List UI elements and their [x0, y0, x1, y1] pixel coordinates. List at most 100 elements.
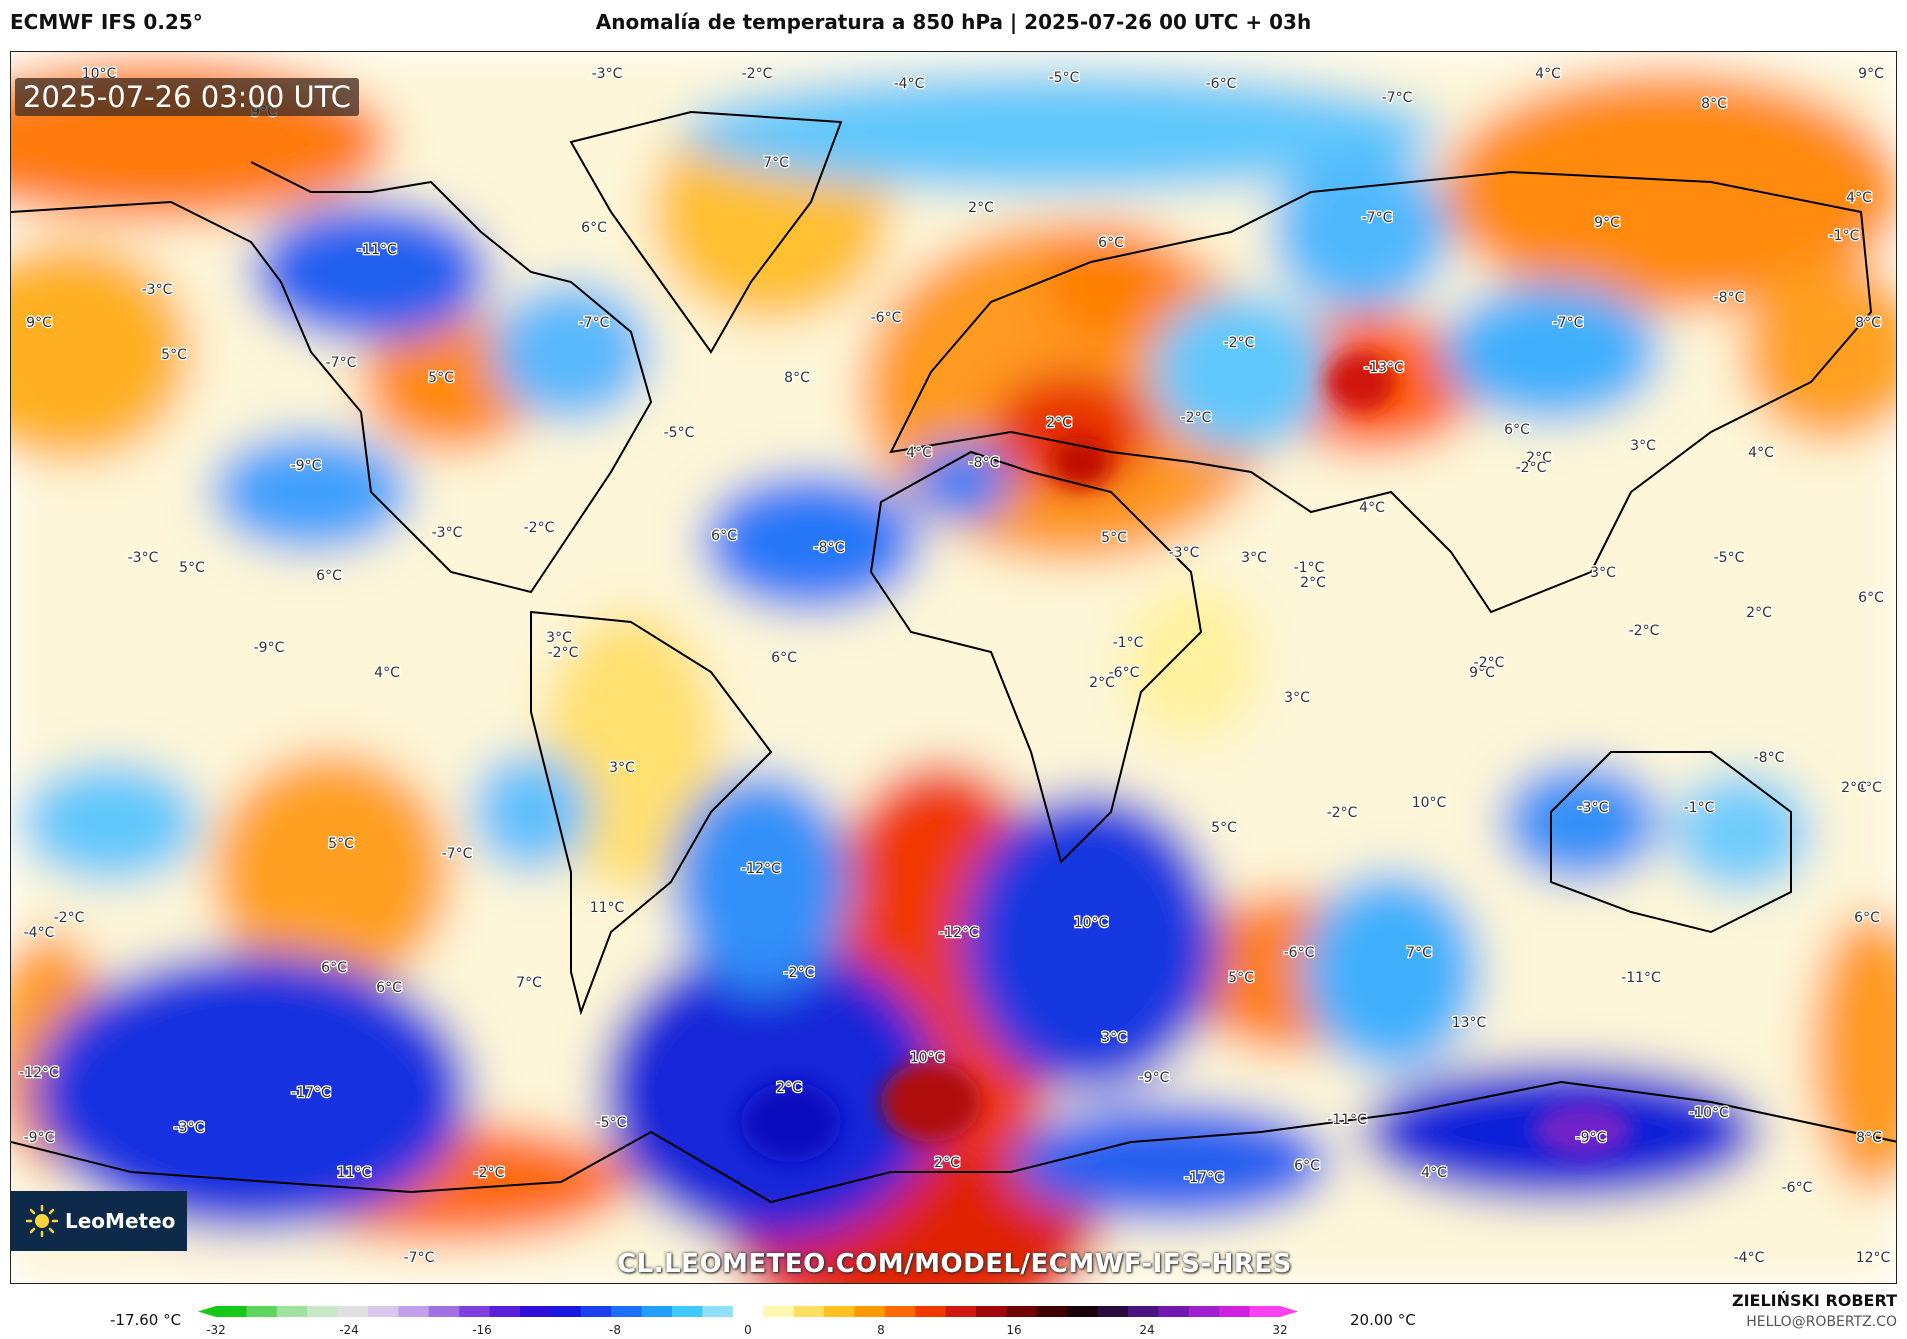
temp-label: -3°C: [1578, 800, 1609, 816]
colorbar-cell: [945, 1306, 977, 1317]
temp-label: -7°C: [1362, 210, 1393, 226]
temp-label: -11°C: [357, 242, 397, 258]
temp-label: -4°C: [894, 76, 925, 92]
colorbar-cell: [459, 1306, 491, 1317]
map-title: Anomalía de temperatura a 850 hPa | 2025…: [595, 10, 1312, 34]
colorbar-cell: [398, 1306, 430, 1317]
temp-label: 2°C: [1300, 575, 1326, 591]
logo-text: LeoMeteo: [65, 1209, 176, 1233]
temp-label: -17°C: [291, 1085, 331, 1101]
temp-label: -7°C: [326, 355, 357, 371]
temp-label: 5°C: [179, 560, 205, 576]
temp-label: -1°C: [1684, 800, 1715, 816]
temp-label: 6°C: [316, 568, 342, 584]
temp-label: -5°C: [664, 425, 695, 441]
map-frame[interactable]: 10°C -3°C -2°C -4°C -5°C -6°C 4°C 9°C 9°…: [10, 51, 1897, 1284]
temp-label: -2°C: [548, 645, 579, 661]
temp-label: -7°C: [404, 1250, 435, 1266]
coastlines: [11, 110, 1896, 1204]
temp-label: -2°C: [784, 965, 815, 981]
temp-label: -4°C: [24, 925, 55, 941]
temp-label: 2°C: [934, 1155, 960, 1171]
temp-label: -7°C: [442, 846, 473, 862]
temp-label: 2°C: [1746, 605, 1772, 621]
colorbar-cell: [702, 1306, 734, 1317]
temp-label: 2°C: [776, 1080, 802, 1096]
temp-label: -5°C: [596, 1115, 627, 1131]
temp-label: 10°C: [1074, 915, 1109, 931]
temp-label: -2°C: [1474, 655, 1505, 671]
temp-label: 6°C: [1294, 1158, 1320, 1174]
temp-label: -2°C: [1224, 335, 1255, 351]
colorbar-cell: [580, 1306, 612, 1317]
temp-label: 11°C: [590, 900, 625, 916]
temp-label: 9°C: [1469, 665, 1495, 681]
temp-label: 13°C: [1452, 1015, 1487, 1031]
temp-label: 6°C: [581, 220, 607, 236]
temp-label: -3°C: [128, 550, 159, 566]
colorbar-left-arrow: [198, 1306, 216, 1317]
colorbar-cell: [1249, 1306, 1281, 1317]
temp-label: 3°C: [609, 760, 635, 776]
leometeo-logo[interactable]: LeoMeteo: [11, 1191, 187, 1251]
colorbar-cell: [884, 1306, 916, 1317]
temp-label: 4°C: [1359, 500, 1385, 516]
temp-label: -2°C: [1327, 805, 1358, 821]
temp-label: -11°C: [1621, 970, 1661, 986]
temp-label: 2°C: [1526, 450, 1552, 466]
temp-label: 8°C: [784, 370, 810, 386]
temp-label: 5°C: [1211, 820, 1237, 836]
temp-label: 5°C: [428, 370, 454, 386]
temp-label: -9°C: [1576, 1130, 1607, 1146]
temp-label: 2°C: [1046, 415, 1072, 431]
colorbar-cell: [824, 1306, 855, 1317]
temp-label: 8°C: [1701, 96, 1727, 112]
author-email[interactable]: HELLO@ROBERTZ.CO: [1746, 1314, 1897, 1330]
temp-label: 2°C: [968, 200, 994, 216]
temp-label: 5°C: [1101, 530, 1127, 546]
temp-label: 4°C: [1748, 445, 1774, 461]
temp-label: 5°C: [1228, 970, 1254, 986]
temp-label: -10°C: [1689, 1105, 1729, 1121]
temp-label: 3°C: [546, 630, 572, 646]
colorbar-tick: 0: [744, 1323, 752, 1337]
colorbar-cell: [337, 1306, 369, 1317]
colorbar-cell: [428, 1306, 460, 1317]
temp-label: -9°C: [1139, 1070, 1170, 1086]
temp-label: 7°C: [516, 975, 542, 991]
temperature-labels: 10°C -3°C -2°C -4°C -5°C -6°C 4°C 9°C 9°…: [18, 65, 1892, 1268]
colorbar-cell: [246, 1306, 278, 1317]
legend-min-label: -17.60 °C: [110, 1311, 182, 1329]
temp-label: -3°C: [142, 282, 173, 298]
temp-label: 8°C: [1856, 1130, 1882, 1146]
temp-label: -5°C: [1049, 70, 1080, 86]
temp-label: -3°C: [1169, 545, 1200, 561]
colorbar-tick: 8: [877, 1323, 885, 1337]
temp-label: 10°C: [1412, 795, 1447, 811]
colorbar-cell: [976, 1306, 1007, 1317]
temp-label: -13°C: [1364, 360, 1404, 376]
temp-label: 2°C: [1841, 780, 1867, 796]
temp-label: 6°C: [771, 650, 797, 666]
model-name: ECMWF IFS 0.25°: [10, 10, 203, 34]
temp-label: 3°C: [1101, 1030, 1127, 1046]
anomaly-map[interactable]: 10°C -3°C -2°C -4°C -5°C -6°C 4°C 9°C 9°…: [11, 52, 1897, 1284]
temp-label: 3°C: [1590, 565, 1616, 581]
temp-label: -17°C: [1184, 1170, 1224, 1186]
temp-label: 4°C: [1846, 190, 1872, 206]
temp-label: -2°C: [1181, 410, 1212, 426]
colorbar-cell: [1188, 1306, 1220, 1317]
temp-label: -2°C: [1516, 460, 1547, 476]
colorbar-tick: -32: [206, 1323, 226, 1337]
temp-label: -2°C: [474, 1165, 505, 1181]
temp-label: 4°C: [374, 665, 400, 681]
temp-label: -2°C: [54, 910, 85, 926]
colorbar-cell: [763, 1306, 795, 1317]
temp-label: -4°C: [1734, 1250, 1765, 1266]
colorbar-tick: -8: [609, 1323, 621, 1337]
colorbar: -32 -24 -16 -8 0 8 16 24 32: [198, 1306, 1298, 1337]
colorbar-cell: [276, 1306, 308, 1317]
temp-label: -2°C: [1474, 655, 1505, 671]
temp-label: -9°C: [254, 640, 285, 656]
temp-label: -8°C: [1754, 750, 1785, 766]
